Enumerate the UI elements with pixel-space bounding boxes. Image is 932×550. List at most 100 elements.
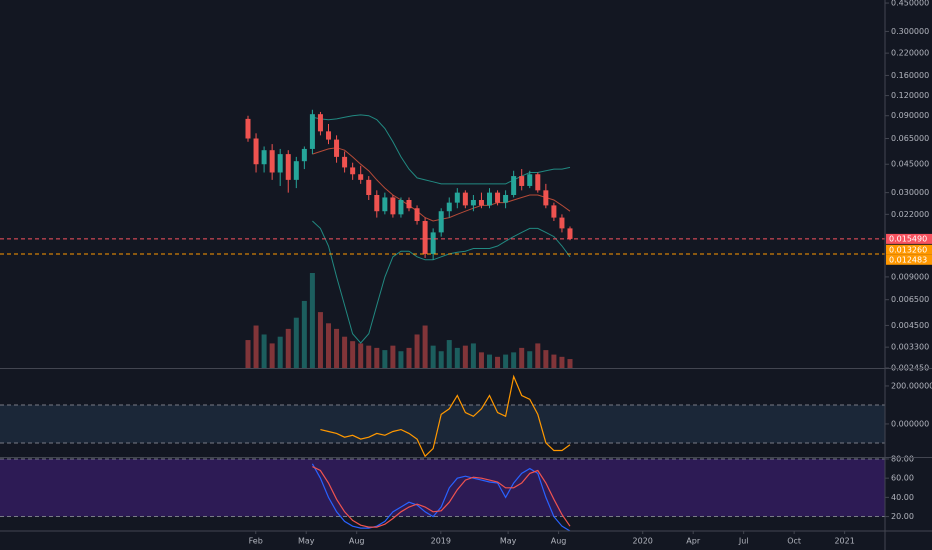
price-label-box — [886, 244, 932, 255]
bollinger-lower — [312, 220, 571, 344]
volume-bar — [511, 352, 517, 368]
candle-body — [470, 200, 476, 206]
volume-bar — [398, 351, 404, 368]
candle-body — [535, 174, 541, 191]
bollinger-upper — [312, 114, 571, 185]
volume-bar — [285, 328, 291, 368]
volume-bar — [495, 356, 501, 368]
volume-bar — [334, 328, 340, 368]
y-tick-label: 40.00 — [891, 493, 914, 502]
candle-body — [446, 202, 452, 212]
x-tick-label: May — [500, 537, 517, 546]
candle-body — [478, 200, 484, 206]
y-tick-label: 0.300000 — [891, 27, 929, 36]
candle-body — [430, 232, 436, 254]
candle-body — [382, 197, 388, 212]
candle-body — [342, 156, 348, 168]
volume-bar — [358, 343, 364, 368]
volume-bar — [269, 343, 275, 368]
candle-body — [309, 114, 315, 149]
candle-body — [406, 200, 412, 209]
volume-bar — [430, 345, 436, 368]
volume-bar — [390, 345, 396, 368]
volume-bar — [293, 317, 299, 368]
candle-body — [462, 192, 468, 206]
volume-bar — [301, 300, 307, 368]
candle-body — [334, 139, 340, 157]
candle-body — [366, 179, 372, 195]
candle-body — [277, 154, 283, 173]
y-tick-label: 0.045000 — [891, 160, 929, 169]
y-tick-label: 0.450000 — [891, 0, 929, 8]
y-tick-label: 60.00 — [891, 474, 914, 483]
x-tick-label: Oct — [787, 537, 801, 546]
x-tick-label: 2021 — [834, 537, 854, 546]
volume-bar — [487, 354, 492, 368]
candle-body — [495, 192, 501, 203]
volume-bar — [277, 336, 283, 368]
price-label-box — [886, 233, 932, 244]
price-label: 0.012483 — [889, 255, 927, 264]
volume-bar — [438, 351, 444, 368]
x-tick-label: Aug — [349, 537, 365, 546]
x-tick-label: Jul — [738, 537, 749, 546]
y-tick-label: 0.009000 — [891, 272, 929, 281]
candle-body — [487, 192, 492, 206]
volume-bar — [462, 345, 468, 368]
y-tick-label: 80.00 — [891, 454, 914, 463]
y-tick-label: 0.000000 — [891, 419, 929, 428]
volume-bar — [309, 273, 315, 368]
volume-bar — [543, 350, 549, 368]
x-tick-label: 2020 — [633, 537, 653, 546]
volume-bar — [261, 334, 267, 368]
candle-body — [350, 167, 356, 175]
candle-body — [358, 174, 364, 180]
volume-bar — [478, 352, 484, 368]
indicator-line — [320, 374, 571, 458]
candle-body — [398, 200, 404, 215]
volume-bar — [519, 347, 525, 368]
candle-body — [269, 150, 275, 173]
candle-body — [543, 190, 549, 206]
volume-bar — [245, 340, 251, 368]
y-tick-label: 0.022000 — [891, 210, 929, 219]
y-tick-label: 0.004500 — [891, 321, 929, 330]
y-tick-label: 0.220000 — [891, 49, 929, 58]
band — [0, 404, 885, 443]
volume-bar — [350, 341, 356, 368]
candle-body — [301, 148, 307, 162]
volume-bar — [414, 334, 420, 368]
volume-bar — [253, 325, 259, 368]
candle-body — [414, 208, 420, 222]
x-tick-label: Apr — [686, 537, 701, 546]
candle-body — [245, 118, 251, 139]
y-tick-label: 0.120000 — [891, 91, 929, 100]
y-tick-label: 0.003300 — [891, 343, 929, 352]
volume-bar — [342, 336, 348, 368]
volume-bar — [535, 343, 541, 368]
x-tick-label: May — [298, 537, 315, 546]
volume-bar — [317, 312, 323, 368]
volume-bar — [559, 356, 565, 368]
x-tick-label: 2019 — [431, 537, 451, 546]
volume-bar — [374, 347, 380, 368]
candle-body — [253, 138, 259, 165]
y-tick-label: 200.000000 — [891, 381, 932, 390]
price-label: 0.013260 — [889, 245, 927, 254]
volume-bar — [446, 340, 452, 368]
volume-bar — [551, 354, 557, 368]
candle-body — [326, 131, 331, 140]
candle-body — [559, 217, 565, 229]
volume-bar — [454, 347, 460, 368]
candle-body — [261, 150, 267, 165]
volume-bar — [527, 351, 533, 368]
volume-bar — [406, 347, 412, 368]
candle-body — [374, 194, 380, 212]
candle-body — [503, 194, 509, 203]
candle-body — [285, 154, 291, 180]
y-tick-label: 0.030000 — [891, 188, 929, 197]
price-label-box — [886, 254, 932, 265]
volume-bar — [366, 345, 372, 368]
